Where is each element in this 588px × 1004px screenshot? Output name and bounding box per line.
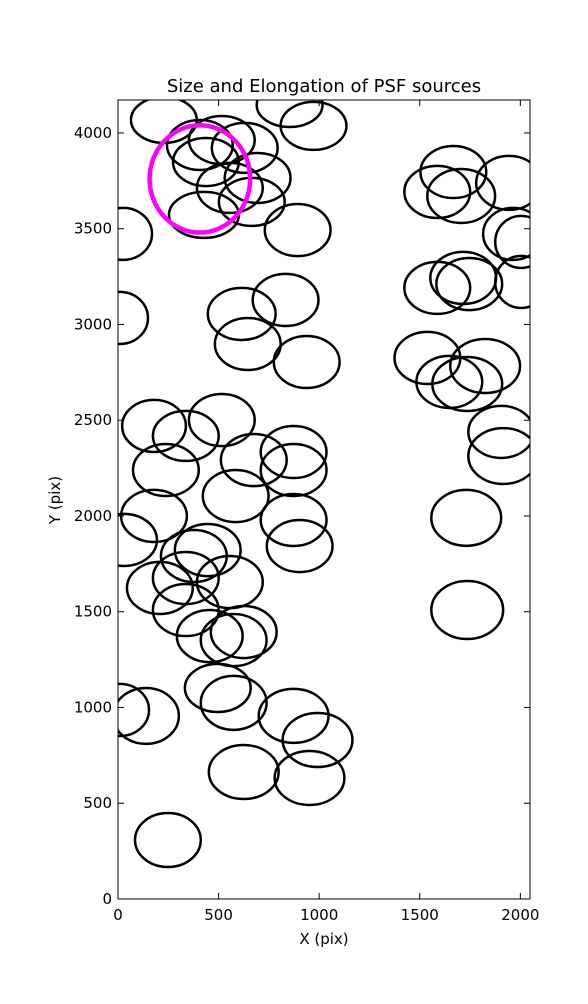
y-tick-label: 3000 [74, 315, 112, 333]
source-ellipse [118, 512, 159, 568]
source-ellipse [430, 579, 505, 641]
source-ellipse [259, 424, 328, 480]
source-ellipse [263, 202, 332, 258]
x-tick-label: 500 [204, 906, 233, 924]
source-ellipse [259, 492, 328, 548]
plot-area [118, 100, 530, 869]
source-ellipse [265, 518, 334, 574]
source-ellipse [259, 442, 328, 498]
source-ellipse [173, 522, 242, 578]
source-ellipse [419, 144, 488, 200]
source-ellipse [272, 334, 341, 390]
source-ellipse [210, 121, 279, 175]
source-ellipse [133, 811, 203, 869]
source-ellipse [255, 100, 324, 129]
chart-title: Size and Elongation of PSF sources [167, 76, 481, 97]
source-ellipse [209, 604, 278, 660]
source-ellipse [493, 214, 530, 270]
source-ellipse [131, 442, 201, 498]
y-tick-label: 2500 [74, 411, 112, 429]
x-tick-label: 2000 [501, 906, 539, 924]
axes-frame [117, 99, 531, 900]
source-ellipse [493, 254, 530, 310]
source-ellipse [273, 749, 346, 807]
source-ellipse [120, 398, 188, 454]
source-ellipse [118, 682, 151, 738]
source-ellipse [257, 687, 330, 745]
source-ellipse [474, 154, 530, 212]
y-tick-label: 500 [83, 794, 112, 812]
source-ellipse [151, 409, 220, 463]
source-ellipse [213, 316, 282, 372]
y-tick-label: 1500 [74, 603, 112, 621]
source-ellipse [403, 260, 472, 316]
source-ellipse [435, 256, 504, 312]
source-ellipse [467, 404, 530, 460]
source-ellipse [171, 136, 241, 188]
source-ellipse [118, 290, 150, 346]
source-ellipse [251, 272, 320, 328]
source-ellipse [183, 662, 252, 714]
source-ellipse [118, 686, 181, 746]
x-tick-label: 1000 [300, 906, 338, 924]
source-ellipse [281, 711, 354, 769]
source-ellipse [165, 118, 235, 172]
source-ellipse [201, 468, 270, 524]
source-ellipse [199, 674, 268, 732]
source-ellipse [118, 206, 154, 262]
source-ellipse [279, 100, 348, 152]
y-axis-label: Y (pix) [46, 476, 64, 525]
source-ellipse [187, 392, 256, 448]
source-ellipse [207, 743, 280, 801]
highlight-ellipse [147, 123, 253, 235]
source-ellipse [206, 286, 277, 342]
source-ellipse [403, 164, 472, 220]
source-ellipse [175, 608, 244, 664]
source-ellipse [125, 560, 194, 616]
source-ellipse [467, 426, 530, 486]
x-tick-label: 0 [113, 906, 123, 924]
source-ellipse [431, 355, 504, 413]
source-ellipse [195, 161, 264, 215]
source-ellipse [219, 432, 288, 488]
y-tick-label: 0 [102, 890, 112, 908]
y-tick-label: 4000 [74, 124, 112, 142]
source-ellipse [481, 206, 530, 262]
source-ellipse [448, 337, 522, 395]
source-ellipse [430, 488, 503, 548]
y-tick-label: 1000 [74, 698, 112, 716]
source-ellipse [426, 167, 497, 225]
y-tick-label: 3500 [74, 220, 112, 238]
y-tick-label: 2000 [74, 507, 112, 525]
x-axis-label: X (pix) [299, 930, 348, 948]
x-tick-label: 1500 [401, 906, 439, 924]
